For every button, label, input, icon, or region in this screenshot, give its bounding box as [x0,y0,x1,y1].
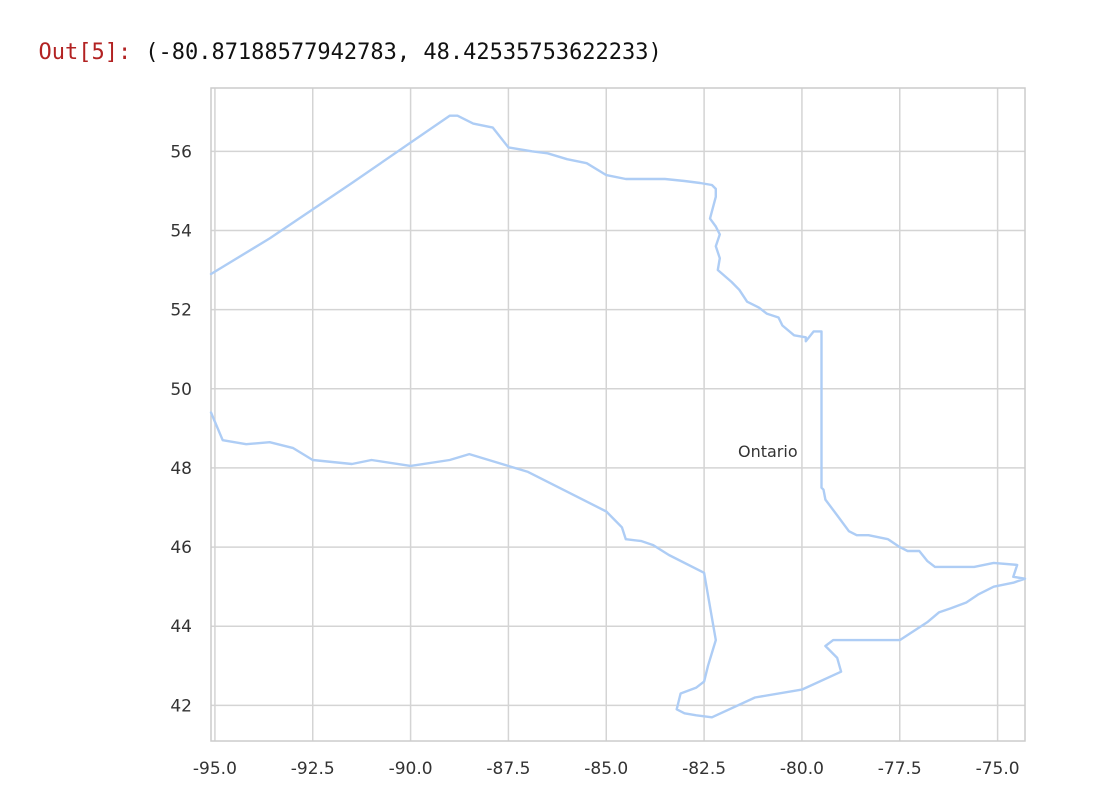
y-tick-label: 50 [170,380,192,400]
x-tick-label: -82.5 [682,759,726,779]
x-tick-label: -85.0 [584,759,628,779]
output-value: (-80.87188577942783, 48.42535753622233) [145,40,662,65]
x-tick-label: -80.0 [780,759,824,779]
x-tick-label: -77.5 [878,759,922,779]
annotation-label: Ontario [738,442,798,461]
x-tick-label: -92.5 [291,759,335,779]
y-tick-labels: 42 44 46 48 50 52 54 56 [170,142,192,716]
y-tick-label: 54 [170,221,192,241]
x-tick-label: -90.0 [389,759,433,779]
annotation-layer: Ontario [738,442,798,461]
x-tick-label: -87.5 [486,759,530,779]
series-line [209,114,1027,719]
x-tick-labels: -95.0 -92.5 -90.0 -87.5 -85.0 -82.5 -80.0 -77.5… [193,759,1020,779]
y-tick-label: 56 [170,142,192,162]
grid-lines [211,88,1025,741]
y-tick-label: 52 [170,301,192,321]
plot-frame [210,87,1026,742]
output-line: Out[5]: (-80.87188577942783, 48.425357536… [12,8,662,65]
y-tick-label: 44 [170,617,192,637]
y-tick-label: 48 [170,459,192,479]
x-tick-label: -95.0 [193,759,237,779]
output-prompt: Out[5]: [38,40,132,65]
x-tick-label: -75.0 [976,759,1020,779]
series-layer [209,114,1027,719]
y-tick-label: 46 [170,538,192,558]
y-tick-label: 42 [170,696,192,716]
